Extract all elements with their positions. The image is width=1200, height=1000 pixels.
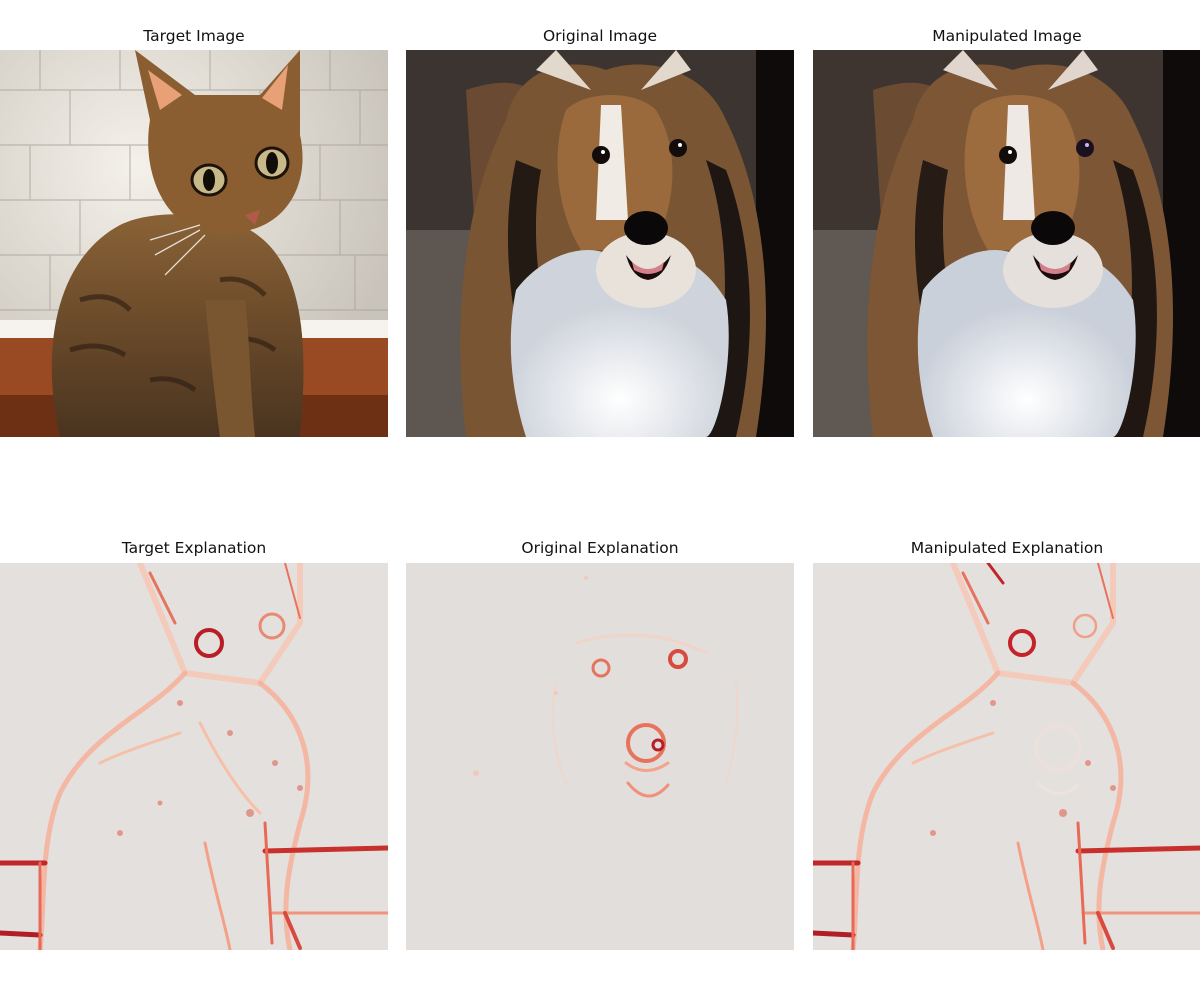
- panel-title-original-image: Original Image: [542, 27, 658, 45]
- panel-title-target-image: Target Image: [143, 27, 245, 45]
- target-explanation-heatmap: [0, 563, 388, 950]
- panel-title-manipulated-image: Manipulated Image: [932, 27, 1082, 45]
- manipulated-image: [813, 50, 1200, 437]
- panel-title-original-explanation: Original Explanation: [521, 539, 679, 557]
- panel-title-target-explanation: Target Explanation: [121, 539, 267, 557]
- manipulated-explanation-heatmap: [813, 563, 1200, 950]
- original-explanation-heatmap: [406, 563, 794, 950]
- panel-title-manipulated-explanation: Manipulated Explanation: [910, 539, 1104, 557]
- original-image: [406, 50, 794, 437]
- target-image: [0, 50, 388, 437]
